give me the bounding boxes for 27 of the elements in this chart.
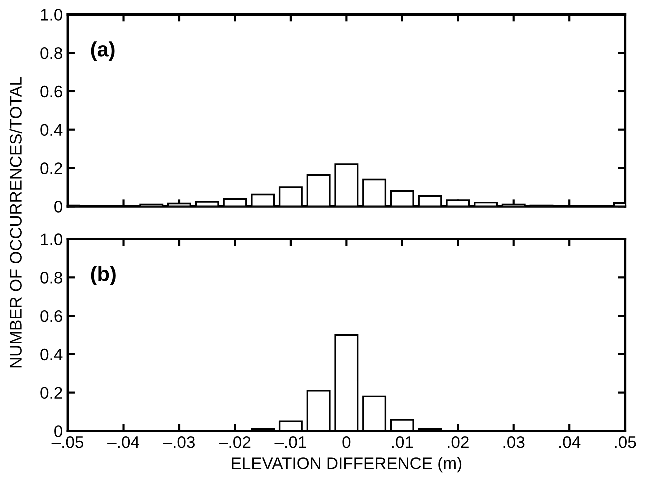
x-tick-label: –.03 xyxy=(163,436,195,448)
y-tick-label: 1.0 xyxy=(41,234,63,246)
annotation: (b) xyxy=(91,266,116,286)
x-axis-title: ELEVATION DIFFERENCE (m) xyxy=(232,457,462,473)
y-tick-label: 0.2 xyxy=(40,162,62,174)
y-tick-label: 0.6 xyxy=(40,86,62,98)
y-tick-label: 0.8 xyxy=(40,272,62,284)
y-tick-label: 0.4 xyxy=(40,348,63,361)
y-tick-label: 0.6 xyxy=(40,310,62,322)
y-tick-label: 0 xyxy=(54,201,63,213)
y-tick-label: 0.2 xyxy=(40,387,62,400)
y-tick-label: 0 xyxy=(54,426,63,438)
x-tick-label: –.05 xyxy=(52,436,84,448)
annotation: (a) xyxy=(91,42,115,61)
y-tick-label: 0.8 xyxy=(40,47,62,60)
x-tick-label: .03 xyxy=(504,436,525,448)
y-tick-label: 1.0 xyxy=(41,9,63,21)
x-tick-label: –.01 xyxy=(274,436,306,448)
y-tick-label: 0.4 xyxy=(40,124,63,136)
x-tick-label: 0 xyxy=(342,436,351,448)
x-tick-label: –.04 xyxy=(108,436,140,448)
x-tick-label: –.02 xyxy=(219,436,251,448)
x-tick-label: .02 xyxy=(448,436,469,448)
x-tick-label: .01 xyxy=(392,436,414,448)
x-tick-label: .05 xyxy=(615,436,636,448)
x-tick-label: .04 xyxy=(560,436,581,448)
y-axis-title: NUMBER OF OCCURRENCES/TOTAL xyxy=(10,77,22,368)
